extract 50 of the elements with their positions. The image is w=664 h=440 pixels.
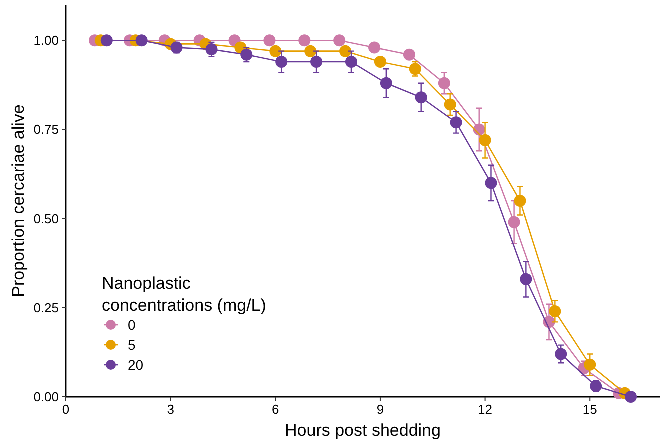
point <box>304 45 317 58</box>
point <box>549 305 562 318</box>
point <box>403 48 416 61</box>
point <box>444 98 456 111</box>
x-tick-label: 3 <box>167 402 174 417</box>
y-tick-label: 0.25 <box>34 300 59 316</box>
legend-title: Nanoplastic concentrations (mg/L) <box>102 274 266 315</box>
point <box>590 380 602 392</box>
point <box>508 216 520 228</box>
point <box>520 273 532 286</box>
y-axis-title: Proportion cercariae alive <box>9 104 28 298</box>
point <box>340 45 352 58</box>
y-tick-label: 0.50 <box>34 211 59 226</box>
point <box>374 56 386 68</box>
x-tick-label: 12 <box>478 402 493 417</box>
legend-label: 5 <box>128 337 136 353</box>
point <box>264 34 276 47</box>
point <box>310 56 323 68</box>
y-tick-label: 1.00 <box>34 33 59 48</box>
point <box>368 42 381 54</box>
point <box>514 195 526 207</box>
point <box>240 48 253 61</box>
legend-label: 20 <box>128 357 144 373</box>
point <box>438 77 450 90</box>
x-tick-label: 6 <box>272 402 280 417</box>
point <box>270 45 282 58</box>
x-tick-label: 9 <box>376 402 384 417</box>
point <box>584 358 596 371</box>
point <box>345 56 358 68</box>
point <box>276 56 288 68</box>
point <box>479 134 492 146</box>
point <box>206 44 218 56</box>
point <box>415 92 428 104</box>
point <box>409 63 422 76</box>
x-axis-title: Hours post shedding <box>285 421 441 440</box>
point <box>298 34 311 47</box>
x-tick-label: 15 <box>582 402 598 417</box>
x-tick-label: 0 <box>62 402 70 417</box>
point <box>625 391 637 403</box>
point <box>334 34 346 47</box>
point <box>380 77 392 90</box>
point <box>100 34 113 47</box>
point <box>170 42 183 54</box>
point <box>136 34 148 47</box>
point <box>485 177 498 190</box>
y-tick-label: 0.00 <box>34 390 59 404</box>
legend-label: 0 <box>128 317 136 333</box>
point <box>450 116 462 129</box>
y-tick-label: 0.75 <box>34 122 59 138</box>
point <box>555 348 568 360</box>
